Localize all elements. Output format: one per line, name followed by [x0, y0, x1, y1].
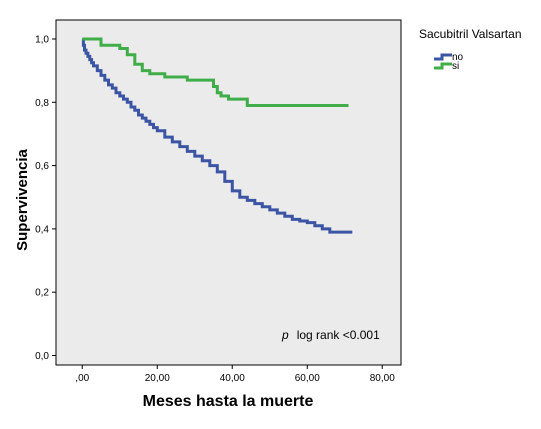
- x-tick-label: ,00: [75, 373, 89, 384]
- x-tick-label: 60,00: [295, 373, 320, 384]
- y-ticks: 0,0 0,2 0,4 0,6 0,8 1,0: [35, 34, 56, 362]
- legend-label-si: si: [452, 61, 459, 72]
- y-tick-label: 1,0: [35, 34, 49, 45]
- y-axis-title: Supervivencia: [14, 148, 31, 250]
- axes: [55, 20, 401, 366]
- pvalue-annotation: p log rank <0.001: [281, 328, 380, 342]
- legend-swatch-no: [434, 53, 452, 61]
- y-tick-label: 0,0: [35, 351, 49, 362]
- y-tick-label: 0,6: [35, 161, 49, 172]
- legend-label-no: no: [452, 52, 464, 63]
- y-tick-label: 0,4: [35, 224, 49, 235]
- plot-area: [55, 19, 402, 366]
- y-tick-label: 0,8: [35, 98, 49, 109]
- pvalue-italic: p: [281, 328, 289, 342]
- x-ticks: ,00 20,00 40,00 60,00 80,00: [75, 365, 395, 384]
- y-tick-label: 0,2: [35, 288, 49, 299]
- pvalue-text: log rank <0.001: [297, 328, 380, 342]
- legend-title: Sacubitril Valsartan: [419, 27, 522, 41]
- legend-swatch-si: [434, 62, 452, 70]
- plot-background: [55, 19, 402, 366]
- x-tick-label: 40,00: [220, 373, 245, 384]
- x-tick-label: 80,00: [370, 373, 395, 384]
- series-line-no: [81, 37, 353, 234]
- series-lines: [81, 37, 353, 234]
- x-tick-label: 20,00: [145, 373, 170, 384]
- x-axis-title: Meses hasta la muerte: [143, 393, 314, 410]
- series-line-si: [82, 37, 349, 107]
